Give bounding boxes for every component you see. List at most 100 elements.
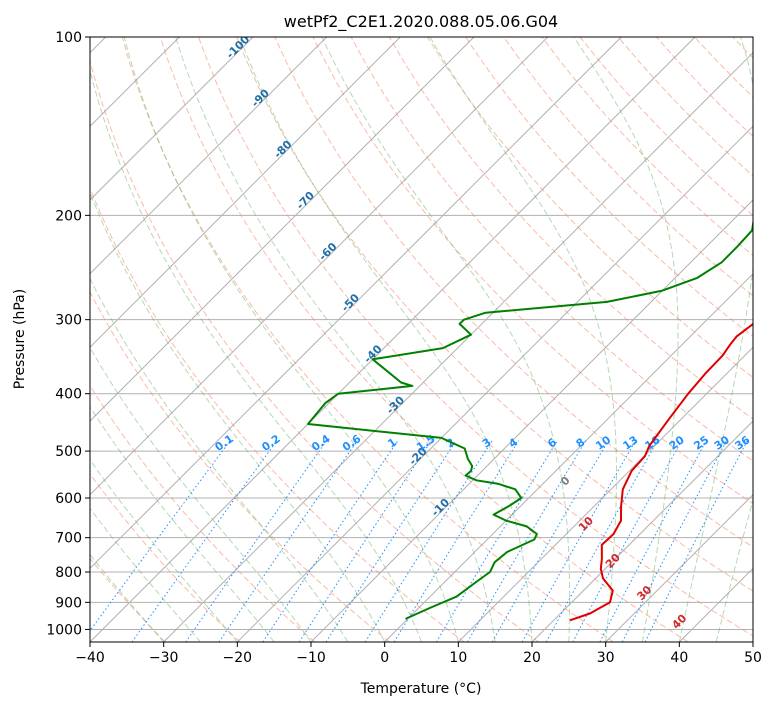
isotherm-line [90,37,475,422]
moist-adiabat-line [678,37,753,642]
isotherm-line [531,420,753,642]
isotherm-line [752,641,753,642]
plot-frame [89,36,754,643]
pressure-gridlines [90,37,753,630]
moist-adiabat-line [573,37,679,642]
mixing-ratio-label: 20 [667,433,687,453]
isotherm-label: -90 [249,86,272,109]
dry-adiabat-line [465,37,753,338]
x-tick-label: 0 [380,650,389,666]
mixing-ratio-label: 8 [574,436,588,451]
mixing-ratio-label: 13 [621,433,641,452]
mixing-ratio-label: 10 [593,433,613,453]
x-tick-label: −10 [296,650,326,666]
y-tick-label: 900 [55,595,82,611]
mixing-ratio-line [599,440,707,642]
mixing-ratio-label: 30 [712,433,732,453]
isotherm-line [678,567,753,642]
x-tick-label: 20 [523,650,541,666]
x-tick-label: −30 [149,650,179,666]
isotherm-label: -10 [429,496,452,519]
isotherm-line [90,37,401,349]
moist-adiabat-line [175,37,496,642]
mixing-ratio-line [90,440,231,632]
y-tick-label: 600 [55,491,82,507]
moist-adiabat-line [429,37,617,642]
mixing-ratio-line [521,440,637,642]
moist-adiabat-label: 10 [576,514,596,534]
dry-adiabat-line [388,37,753,420]
dry-adiabat-line [90,186,465,642]
dry-adiabat-line [90,59,540,642]
plot-area: -100-90-80-70-60-50-40-30-20-10 0.1 0.2 0.… [90,37,753,642]
moist-adiabat-line [123,37,459,642]
dry-adiabat-line [90,291,390,642]
moist-adiabat-label: 0 [558,474,573,489]
y-tick-label: 1000 [46,622,82,638]
y-tick-label: 800 [55,565,82,581]
moist-adiabat-line [90,346,312,642]
skewed-isotherms [90,37,753,642]
mixing-ratio-label: 6 [545,435,559,450]
x-axis: −40 −30 −20 −10 0 10 20 30 40 50 [75,642,762,666]
dry-adiabat-line [90,472,241,642]
isotherm-line [90,37,696,642]
dry-adiabat-line [159,37,689,642]
moist-adiabat-line [90,68,422,642]
moist-adiabat-line [90,553,165,642]
isotherm-line [90,37,549,496]
mixing-ratio-line [572,440,683,642]
y-tick-label: 500 [55,444,82,460]
moist-adiabat-label: 40 [669,612,689,632]
mixing-ratio-line [262,440,399,642]
moist-adiabat-line [90,507,201,642]
isotherm-label: -80 [271,138,294,161]
dry-adiabat-line [541,37,753,257]
moist-adiabat-line [715,498,753,642]
mixing-ratio-line [545,440,659,642]
isotherm-line [90,37,328,275]
isotherm-label: -60 [316,240,339,263]
isotherm-label: -40 [361,342,384,365]
dry-adiabat-line [274,37,753,548]
mixing-ratio-label: 36 [733,433,753,453]
isotherm-line [163,51,753,642]
mixing-ratio-line [644,440,748,642]
y-tick-label: 400 [55,387,82,403]
dry-adiabat-line [90,557,166,642]
y-tick-label: 300 [55,313,82,329]
x-tick-label: 40 [670,650,688,666]
dry-adiabat-line [656,37,753,138]
dry-adiabat-line [121,37,614,642]
isotherm-line [310,199,753,642]
mixing-ratio-line [491,440,609,642]
isotherm-line [236,125,753,642]
x-tick-label: 50 [744,650,762,666]
moist-adiabat-line [321,37,571,642]
moist-adiabat-line [90,458,238,642]
moist-adiabat-line [90,405,275,642]
x-tick-label: −40 [75,650,105,666]
moist-adiabat-line [90,277,349,642]
mixing-ratio-label: 25 [691,433,711,452]
dewpoint-line [307,220,753,620]
moist-adiabat-line [239,37,533,642]
isotherm-line [384,272,753,642]
isotherm-label: -70 [294,189,317,212]
mixing-ratio-line [298,440,432,642]
isotherm-line [90,37,622,570]
dry-adiabat-line [198,37,753,637]
x-tick-label: 10 [449,650,467,666]
mixing-ratio-line [435,440,558,642]
mixing-ratio-line [621,440,728,642]
dry-adiabat-line [503,37,753,297]
mixing-ratio-label: 16 [643,433,663,453]
y-axis-label: Pressure (hPa) [12,289,28,389]
sounding-series [307,220,753,622]
x-tick-label: −20 [223,650,253,666]
mixing-ratio-label: 1 [385,436,399,451]
dry-adiabat-line [350,37,753,462]
isotherm-label: -30 [384,393,407,416]
